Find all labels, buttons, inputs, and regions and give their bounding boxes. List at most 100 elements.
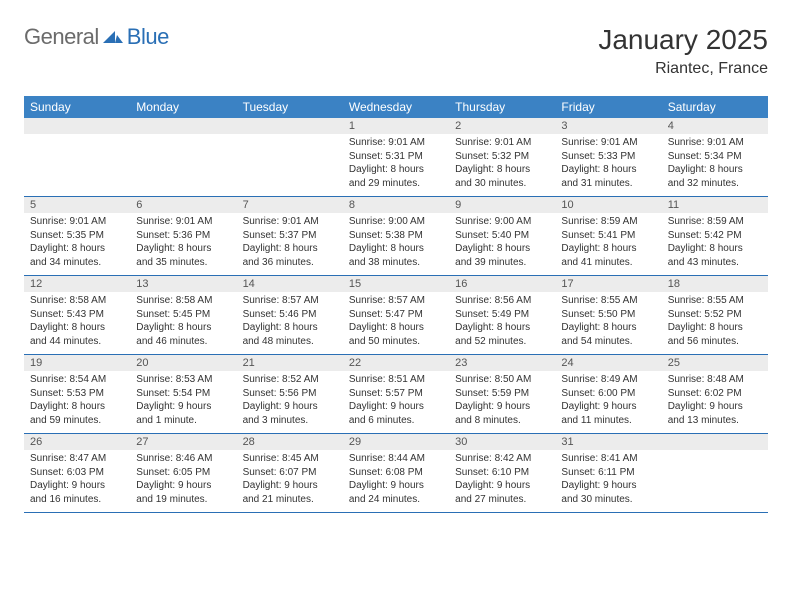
daylight-text: Daylight: 8 hours and 29 minutes. [349, 163, 443, 190]
sunrise-text: Sunrise: 8:48 AM [668, 373, 762, 387]
sunset-text: Sunset: 5:53 PM [30, 387, 124, 401]
week-row: 19202122232425Sunrise: 8:54 AMSunset: 5:… [24, 355, 768, 434]
day-cell: Sunrise: 9:00 AMSunset: 5:40 PMDaylight:… [449, 213, 555, 275]
daylight-text: Daylight: 8 hours and 46 minutes. [136, 321, 230, 348]
day-cell: Sunrise: 8:57 AMSunset: 5:47 PMDaylight:… [343, 292, 449, 354]
day-cell [237, 134, 343, 196]
day-number: 30 [449, 434, 555, 450]
day-number: 31 [555, 434, 661, 450]
daylight-text: Daylight: 8 hours and 41 minutes. [561, 242, 655, 269]
sunset-text: Sunset: 5:59 PM [455, 387, 549, 401]
sunrise-text: Sunrise: 9:01 AM [455, 136, 549, 150]
day-cell: Sunrise: 8:49 AMSunset: 6:00 PMDaylight:… [555, 371, 661, 433]
day-header: Wednesday [343, 96, 449, 118]
sunset-text: Sunset: 5:47 PM [349, 308, 443, 322]
week-row: 12131415161718Sunrise: 8:58 AMSunset: 5:… [24, 276, 768, 355]
sunrise-text: Sunrise: 8:58 AM [136, 294, 230, 308]
day-cell: Sunrise: 9:01 AMSunset: 5:34 PMDaylight:… [662, 134, 768, 196]
daylight-text: Daylight: 8 hours and 38 minutes. [349, 242, 443, 269]
day-cell: Sunrise: 8:46 AMSunset: 6:05 PMDaylight:… [130, 450, 236, 512]
day-number: 23 [449, 355, 555, 371]
sunset-text: Sunset: 5:40 PM [455, 229, 549, 243]
day-cell: Sunrise: 9:01 AMSunset: 5:37 PMDaylight:… [237, 213, 343, 275]
sunrise-text: Sunrise: 8:53 AM [136, 373, 230, 387]
daylight-text: Daylight: 9 hours and 24 minutes. [349, 479, 443, 506]
title-block: January 2025 Riantec, France [598, 24, 768, 78]
sunset-text: Sunset: 6:10 PM [455, 466, 549, 480]
daylight-text: Daylight: 8 hours and 50 minutes. [349, 321, 443, 348]
day-number [24, 118, 130, 134]
daylight-text: Daylight: 8 hours and 34 minutes. [30, 242, 124, 269]
daylight-text: Daylight: 9 hours and 3 minutes. [243, 400, 337, 427]
day-cell: Sunrise: 8:52 AMSunset: 5:56 PMDaylight:… [237, 371, 343, 433]
day-cell: Sunrise: 8:42 AMSunset: 6:10 PMDaylight:… [449, 450, 555, 512]
location: Riantec, France [598, 60, 768, 78]
daylight-text: Daylight: 8 hours and 39 minutes. [455, 242, 549, 269]
sunrise-text: Sunrise: 8:56 AM [455, 294, 549, 308]
sunset-text: Sunset: 6:08 PM [349, 466, 443, 480]
day-cell: Sunrise: 8:59 AMSunset: 5:41 PMDaylight:… [555, 213, 661, 275]
sunrise-text: Sunrise: 8:54 AM [30, 373, 124, 387]
day-header: Monday [130, 96, 236, 118]
sunset-text: Sunset: 5:35 PM [30, 229, 124, 243]
day-cell: Sunrise: 8:55 AMSunset: 5:52 PMDaylight:… [662, 292, 768, 354]
sunrise-text: Sunrise: 8:44 AM [349, 452, 443, 466]
sunset-text: Sunset: 6:05 PM [136, 466, 230, 480]
day-number: 15 [343, 276, 449, 292]
day-number: 26 [24, 434, 130, 450]
day-cell: Sunrise: 8:41 AMSunset: 6:11 PMDaylight:… [555, 450, 661, 512]
day-number-strip: 19202122232425 [24, 355, 768, 371]
day-number: 19 [24, 355, 130, 371]
daylight-text: Daylight: 8 hours and 56 minutes. [668, 321, 762, 348]
day-number: 22 [343, 355, 449, 371]
day-cell: Sunrise: 8:47 AMSunset: 6:03 PMDaylight:… [24, 450, 130, 512]
day-number: 13 [130, 276, 236, 292]
sunrise-text: Sunrise: 8:51 AM [349, 373, 443, 387]
brand-word-1: General [24, 24, 99, 50]
day-number: 27 [130, 434, 236, 450]
daylight-text: Daylight: 8 hours and 54 minutes. [561, 321, 655, 348]
day-number: 9 [449, 197, 555, 213]
daylight-text: Daylight: 8 hours and 35 minutes. [136, 242, 230, 269]
sunset-text: Sunset: 6:11 PM [561, 466, 655, 480]
sunset-text: Sunset: 5:41 PM [561, 229, 655, 243]
sunrise-text: Sunrise: 8:49 AM [561, 373, 655, 387]
sunset-text: Sunset: 5:32 PM [455, 150, 549, 164]
day-number: 24 [555, 355, 661, 371]
daylight-text: Daylight: 8 hours and 52 minutes. [455, 321, 549, 348]
sunset-text: Sunset: 5:50 PM [561, 308, 655, 322]
weeks-container: 1234Sunrise: 9:01 AMSunset: 5:31 PMDayli… [24, 118, 768, 513]
day-cell: Sunrise: 8:57 AMSunset: 5:46 PMDaylight:… [237, 292, 343, 354]
day-cell [130, 134, 236, 196]
sunrise-text: Sunrise: 8:55 AM [668, 294, 762, 308]
sunset-text: Sunset: 5:37 PM [243, 229, 337, 243]
day-cell: Sunrise: 9:01 AMSunset: 5:32 PMDaylight:… [449, 134, 555, 196]
day-content-strip: Sunrise: 8:47 AMSunset: 6:03 PMDaylight:… [24, 450, 768, 512]
sunset-text: Sunset: 6:02 PM [668, 387, 762, 401]
daylight-text: Daylight: 8 hours and 36 minutes. [243, 242, 337, 269]
brand-logo: General Blue [24, 24, 169, 50]
sunset-text: Sunset: 5:33 PM [561, 150, 655, 164]
day-number [130, 118, 236, 134]
day-cell: Sunrise: 8:51 AMSunset: 5:57 PMDaylight:… [343, 371, 449, 433]
sunrise-text: Sunrise: 8:52 AM [243, 373, 337, 387]
day-number: 18 [662, 276, 768, 292]
day-number [237, 118, 343, 134]
day-number: 2 [449, 118, 555, 134]
sunset-text: Sunset: 5:45 PM [136, 308, 230, 322]
day-cell: Sunrise: 8:44 AMSunset: 6:08 PMDaylight:… [343, 450, 449, 512]
day-number-strip: 12131415161718 [24, 276, 768, 292]
sunrise-text: Sunrise: 8:57 AM [349, 294, 443, 308]
day-cell: Sunrise: 9:01 AMSunset: 5:35 PMDaylight:… [24, 213, 130, 275]
sunset-text: Sunset: 5:52 PM [668, 308, 762, 322]
day-content-strip: Sunrise: 9:01 AMSunset: 5:35 PMDaylight:… [24, 213, 768, 275]
day-number: 17 [555, 276, 661, 292]
day-number: 29 [343, 434, 449, 450]
daylight-text: Daylight: 9 hours and 13 minutes. [668, 400, 762, 427]
sunrise-text: Sunrise: 8:55 AM [561, 294, 655, 308]
day-number-strip: 567891011 [24, 197, 768, 213]
sunrise-text: Sunrise: 9:00 AM [455, 215, 549, 229]
sunset-text: Sunset: 5:46 PM [243, 308, 337, 322]
sunrise-text: Sunrise: 9:01 AM [561, 136, 655, 150]
calendar-grid: Sunday Monday Tuesday Wednesday Thursday… [24, 96, 768, 513]
